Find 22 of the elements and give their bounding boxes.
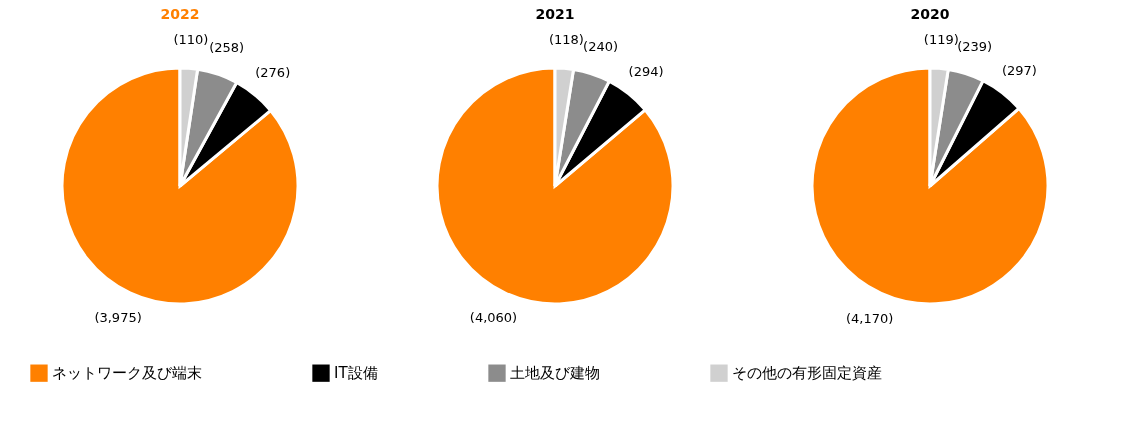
pie-slice [435,66,675,306]
data-label: (110) [173,32,209,48]
chart-title: 2022 [160,6,200,22]
legend-label: ネットワーク及び端末 [52,364,202,383]
data-label: (4,170) [845,310,894,326]
legend-label: その他の有形固定資産 [732,364,882,383]
chart-title: 2021 [535,6,575,22]
pie-slice [60,66,300,306]
data-label: (239) [957,38,993,54]
data-label: (240) [583,39,619,55]
data-label: (276) [255,65,291,81]
legend-label: IT設備 [334,364,378,383]
legend-label: 土地及び建物 [510,364,600,383]
data-label: (3,975) [94,310,142,326]
pie-slice [810,66,1050,306]
data-label: (119) [923,32,959,48]
data-label: (297) [1001,62,1037,78]
chart-title: 2020 [910,6,950,22]
data-label: (258) [209,39,245,55]
data-label: (118) [548,32,584,48]
data-label: (294) [628,63,664,79]
data-label: (4,060) [469,310,518,326]
